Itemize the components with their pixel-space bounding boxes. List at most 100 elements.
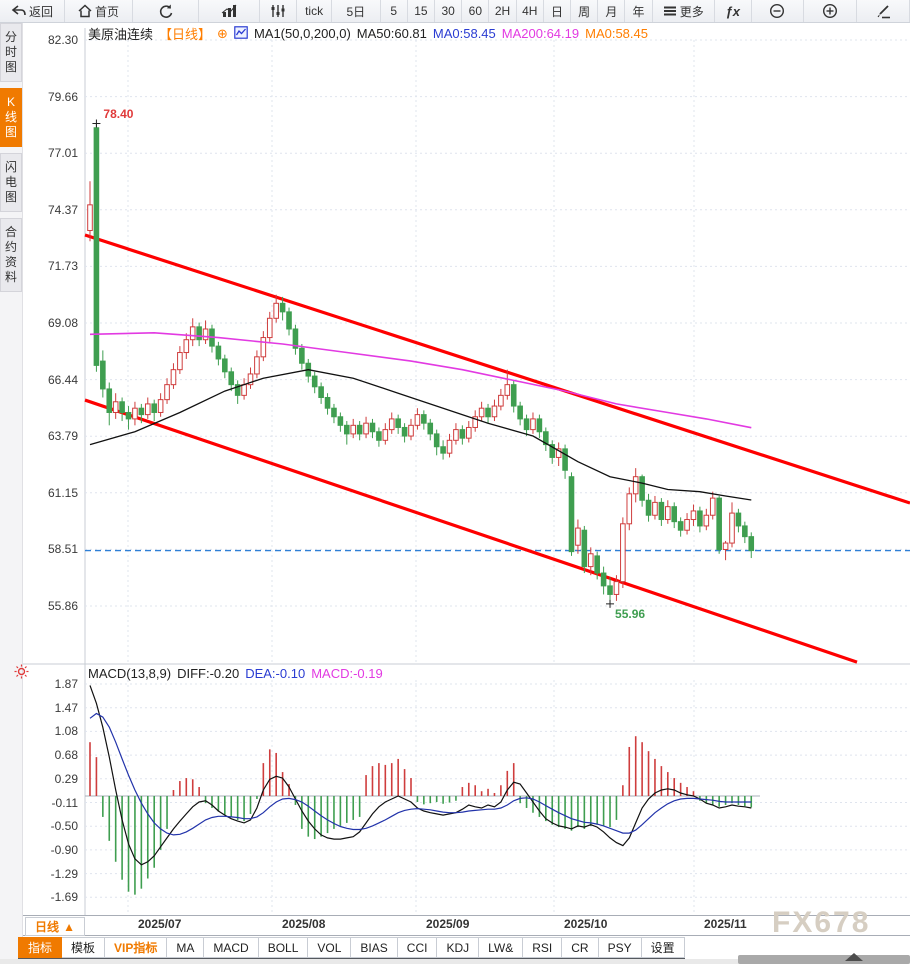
interval-week-button[interactable]: 周 [571, 0, 599, 22]
add-indicator-icon[interactable]: ⊕ [217, 25, 228, 41]
interval-5-button-label: 5 [390, 4, 398, 18]
interval-week-button-label: 周 [578, 4, 591, 19]
interval-tick-button-label: tick [305, 4, 324, 18]
interval-2h-button[interactable]: 2H [489, 0, 517, 22]
tab-template[interactable]: 模板 [62, 937, 106, 958]
tab-kdj[interactable]: KDJ [437, 937, 480, 958]
zoom-out-button[interactable] [752, 0, 805, 22]
period-selector-label: 日线 [35, 920, 60, 934]
low-price-label: 55.96 [615, 606, 646, 621]
candlestick-series [87, 123, 755, 604]
macd-axis-label: 1.87 [54, 677, 78, 691]
side-tab-time-chart[interactable]: 分 时 图 [0, 23, 22, 82]
tab-rsi[interactable]: RSI [523, 937, 563, 958]
interval-day-button[interactable]: 日 [544, 0, 572, 22]
interval-15-button[interactable]: 15 [408, 0, 436, 22]
macd-value: MACD:-0.19 [311, 666, 383, 681]
back-icon [11, 4, 26, 18]
ma50-value: MA50:60.81 [356, 26, 427, 41]
bottom-strip [0, 959, 910, 964]
period-selector[interactable]: 日线 ▲ [25, 917, 85, 936]
indicator-tabbar: 指标 模板 VIP指标 MA MACD BOLL VOL BIAS CCI KDJ LW& RSI CR… [18, 937, 685, 959]
tab-vol[interactable]: VOL [308, 937, 352, 958]
price-axis-label: 66.44 [47, 372, 78, 387]
interval-4h-button[interactable]: 4H [517, 0, 544, 22]
chart-type-sidebar: 分 时 图 K 线 图闪 电 图合 约 资 料 [0, 23, 23, 964]
more-button[interactable]: 更多 [653, 0, 715, 22]
tab-settings[interactable]: 设置 [641, 937, 685, 958]
tab-cr[interactable]: CR [562, 937, 599, 958]
refresh-button[interactable] [133, 0, 200, 22]
draw-icon [874, 4, 891, 19]
macd-axis-label: 1.47 [54, 700, 78, 715]
ma50-line [89, 369, 752, 501]
top-toolbar: 返回 首页 tick 5日 5 15 30 60 2H 4H 日周月年 更多 ƒx [0, 0, 910, 23]
macd-histogram [89, 736, 753, 895]
tab-indicator[interactable]: 指标 [18, 937, 63, 958]
tab-cci[interactable]: CCI [397, 937, 438, 958]
high-price-label: 78.40 [103, 107, 134, 122]
tab-lw[interactable]: LW& [479, 937, 524, 958]
macd-axis-label: -0.11 [51, 795, 78, 810]
interval-60-button-label: 60 [468, 4, 483, 18]
tab-macd[interactable]: MACD [204, 937, 259, 958]
interval-year-button-label: 年 [632, 4, 645, 19]
macd-title-bar: MACD(13,8,9) DIFF:-0.20 DEA:-0.10 MACD:-0.1… [88, 666, 383, 681]
chart-type-button[interactable] [199, 0, 261, 22]
interval-day-button-label: 日 [550, 4, 563, 19]
zoom-out-icon [769, 3, 785, 19]
side-tab-kline-chart[interactable]: K 线 图 [0, 88, 22, 147]
price-axis-label: 71.73 [47, 259, 78, 274]
dea-value: DEA:-0.10 [245, 666, 306, 681]
home-icon [78, 4, 92, 18]
interval-year-button[interactable]: 年 [625, 0, 653, 22]
refresh-icon [158, 4, 174, 19]
indicator-settings-button[interactable] [260, 0, 298, 22]
zoom-in-icon [822, 3, 838, 19]
interval-5-button[interactable]: 5 [381, 0, 408, 22]
ma0-value-blue: MA0:58.45 [432, 26, 496, 41]
macd-axis-label: 1.08 [54, 724, 78, 739]
period-badge: 【日线】 [159, 27, 212, 42]
fx-button-label: ƒx [725, 3, 740, 19]
more-icon [663, 5, 677, 17]
price-axis-label: 79.66 [47, 89, 78, 104]
price-axis-label: 77.01 [47, 146, 78, 161]
fx-button[interactable]: ƒx [715, 0, 752, 22]
fx678-watermark: FX678 [772, 906, 871, 939]
side-tab-contract-info[interactable]: 合 约 资 料 [0, 218, 22, 292]
interval-30-button[interactable]: 30 [435, 0, 463, 22]
zoom-in-button[interactable] [804, 0, 857, 22]
time-axis-label: 2025/10 [564, 917, 608, 931]
interval-60-button[interactable]: 60 [462, 0, 490, 22]
side-tab-lightning-chart[interactable]: 闪 电 图 [0, 153, 22, 212]
interval-month-button-label: 月 [605, 4, 618, 19]
sun-icon [14, 664, 29, 684]
indicator-settings-icon [270, 4, 286, 18]
ma-params: MA1(50,0,200,0) [253, 26, 351, 41]
interval-5d-button[interactable]: 5日 [332, 0, 381, 22]
tab-ma[interactable]: MA [167, 937, 205, 958]
price-axis-label: 61.15 [47, 485, 78, 500]
home-button[interactable]: 首页 [65, 0, 134, 22]
tab-psy[interactable]: PSY [598, 937, 642, 958]
interval-5d-button-label: 5日 [346, 4, 366, 19]
price-axis-label: 82.30 [47, 33, 78, 47]
time-axis-label: 2025/11 [704, 917, 747, 931]
interval-tick-button[interactable]: tick [297, 0, 333, 22]
interval-4h-button-label: 4H [522, 4, 538, 18]
interval-month-button[interactable]: 月 [598, 0, 626, 22]
tab-bias[interactable]: BIAS [351, 937, 398, 958]
horizontal-scrollbar[interactable] [738, 955, 910, 964]
price-axis-label: 55.86 [47, 599, 78, 613]
tab-boll[interactable]: BOLL [258, 937, 309, 958]
draw-button[interactable] [857, 0, 910, 22]
chart-title-bar: 美原油连续 【日线】 ⊕ MA1(50,0,200,0) MA50:60.81 MA0:5… [88, 24, 648, 43]
tab-vip-indicator[interactable]: VIP指标 [105, 937, 168, 958]
back-button-label: 返回 [29, 4, 54, 19]
macd-axis-label: -0.90 [50, 842, 78, 857]
price-axis-label: 69.08 [47, 316, 78, 330]
back-button[interactable]: 返回 [0, 0, 66, 22]
scrollbar-arrow-icon[interactable] [845, 953, 863, 961]
